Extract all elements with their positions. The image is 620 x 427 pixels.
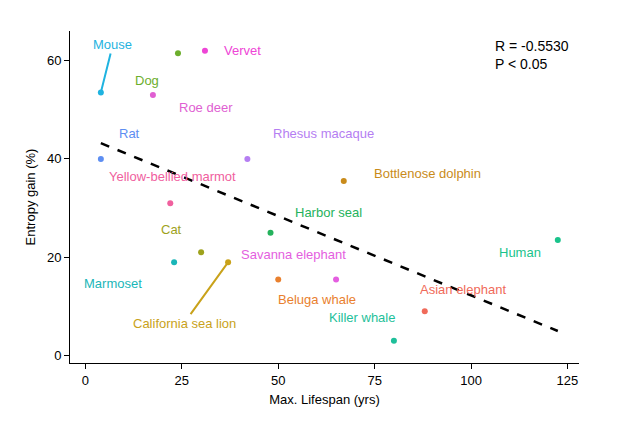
svg-text:Max. Lifespan (yrs): Max. Lifespan (yrs) [269,392,380,407]
svg-text:100: 100 [460,373,482,388]
svg-text:20: 20 [47,250,61,265]
svg-text:Harbor seal: Harbor seal [295,205,362,220]
svg-text:Dog: Dog [135,73,159,88]
svg-text:Killer whale: Killer whale [329,310,395,325]
svg-text:Yellow-bellied marmot: Yellow-bellied marmot [109,169,236,184]
svg-text:Entropy gain (%): Entropy gain (%) [23,149,38,246]
svg-text:0: 0 [82,373,89,388]
svg-text:Asian elephant: Asian elephant [420,282,506,297]
svg-text:40: 40 [47,151,61,166]
svg-text:Beluga whale: Beluga whale [278,292,356,307]
svg-text:California sea lion: California sea lion [133,316,236,331]
svg-text:Bottlenose dolphin: Bottlenose dolphin [374,166,481,181]
svg-text:Cat: Cat [161,222,182,237]
svg-text:Savanna elephant: Savanna elephant [241,247,346,262]
svg-text:25: 25 [175,373,189,388]
svg-text:Roe deer: Roe deer [179,100,233,115]
svg-text:Rat: Rat [119,126,140,141]
svg-text:R = -0.5530P < 0.05: R = -0.5530P < 0.05 [495,38,569,72]
svg-text:60: 60 [47,53,61,68]
svg-text:Mouse: Mouse [93,37,132,52]
svg-text:Vervet: Vervet [224,43,261,58]
svg-text:125: 125 [557,373,579,388]
svg-text:50: 50 [271,373,285,388]
svg-text:Rhesus macaque: Rhesus macaque [273,126,374,141]
svg-text:0: 0 [54,348,61,363]
svg-text:Marmoset: Marmoset [84,276,142,291]
svg-text:Human: Human [499,245,541,260]
svg-text:75: 75 [367,373,381,388]
